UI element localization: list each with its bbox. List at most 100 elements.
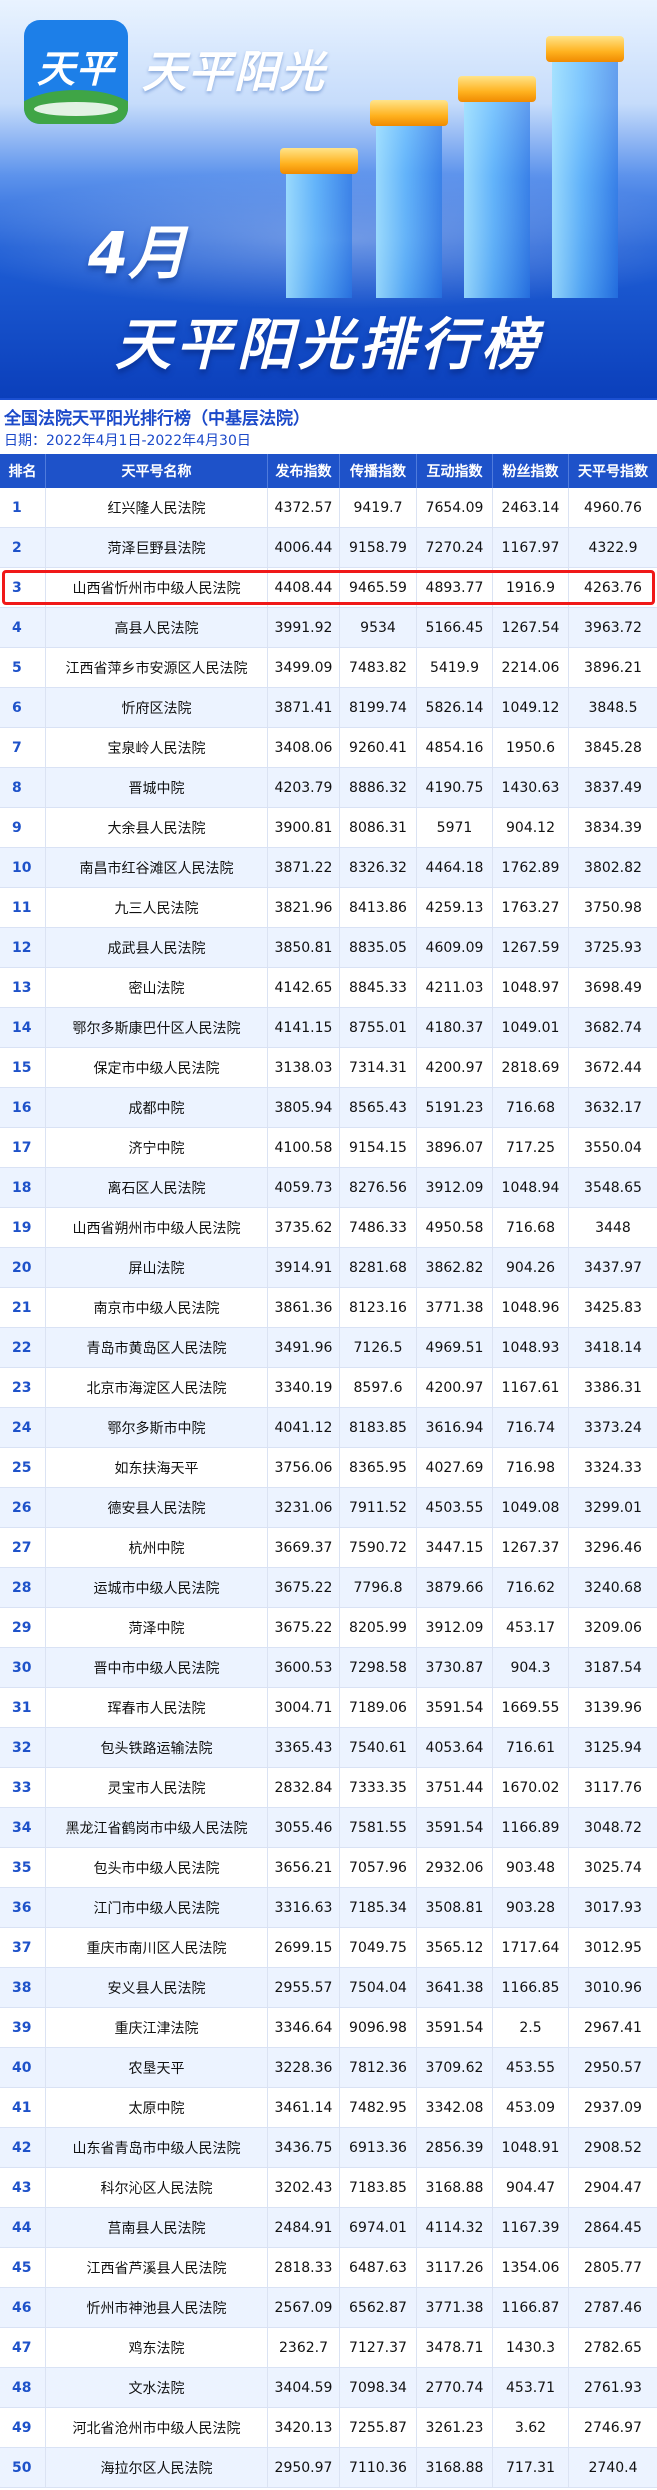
interact-cell: 3730.87 bbox=[417, 1648, 493, 1687]
col-interact: 互动指数 bbox=[417, 454, 493, 488]
rank-cell: 36 bbox=[0, 1888, 46, 1927]
spread-cell: 9260.41 bbox=[340, 728, 417, 767]
publish-cell: 3861.36 bbox=[268, 1288, 340, 1327]
fans-cell: 2463.14 bbox=[493, 488, 569, 527]
name-cell: 成武县人民法院 bbox=[46, 928, 268, 967]
fans-cell: 1049.08 bbox=[493, 1488, 569, 1527]
score-cell: 3187.54 bbox=[584, 1659, 642, 1676]
name-cell: 密山法院 bbox=[46, 968, 268, 1007]
fans-cell: 1167.39 bbox=[493, 2208, 569, 2247]
interact-cell: 5826.14 bbox=[417, 688, 493, 727]
rank-cell: 41 bbox=[0, 2088, 46, 2127]
fans-cell: 1354.06 bbox=[493, 2248, 569, 2287]
publish-cell: 4006.44 bbox=[268, 528, 340, 567]
spread-cell: 8183.85 bbox=[340, 1408, 417, 1447]
rank-cell: 28 bbox=[0, 1568, 46, 1607]
table-row: 9 大余县人民法院 3900.81 8086.31 5971 904.12 3834.39 bbox=[0, 808, 657, 848]
interact-cell: 4114.32 bbox=[417, 2208, 493, 2247]
score-cell: 3012.95 bbox=[584, 1939, 642, 1956]
name-cell: 包头铁路运输法院 bbox=[46, 1728, 268, 1767]
score-cell: 3386.31 bbox=[584, 1379, 642, 1396]
table-row: 44 莒南县人民法院 2484.91 6974.01 4114.32 1167.39 286… bbox=[0, 2208, 657, 2248]
fans-cell: 2818.69 bbox=[493, 1048, 569, 1087]
name-cell: 大余县人民法院 bbox=[46, 808, 268, 847]
name-cell: 山东省青岛市中级人民法院 bbox=[46, 2128, 268, 2167]
rank-cell: 14 bbox=[0, 1008, 46, 1047]
interact-cell: 5971 bbox=[417, 808, 493, 847]
fans-cell: 2.5 bbox=[493, 2008, 569, 2047]
score-cell: 3632.17 bbox=[584, 1099, 642, 1116]
ranking-title: 全国法院天平阳光排行榜（中基层法院） bbox=[4, 409, 310, 429]
publish-cell: 3491.96 bbox=[268, 1328, 340, 1367]
interact-cell: 3261.23 bbox=[417, 2408, 493, 2447]
interact-cell: 3591.54 bbox=[417, 1688, 493, 1727]
rank-cell: 46 bbox=[0, 2288, 46, 2327]
publish-cell: 4372.57 bbox=[268, 488, 340, 527]
table-row: 49 河北省沧州市中级人民法院 3420.13 7255.87 3261.23 3.62 2… bbox=[0, 2408, 657, 2448]
interact-cell: 3565.12 bbox=[417, 1928, 493, 1967]
spread-cell: 7581.55 bbox=[340, 1808, 417, 1847]
score-cell: 3750.98 bbox=[584, 899, 642, 916]
publish-cell: 3656.21 bbox=[268, 1848, 340, 1887]
name-cell: 德安县人民法院 bbox=[46, 1488, 268, 1527]
name-cell: 鸡东法院 bbox=[46, 2328, 268, 2367]
spread-cell: 8597.6 bbox=[340, 1368, 417, 1407]
score-cell: 3848.5 bbox=[588, 699, 638, 716]
spread-cell: 7314.31 bbox=[340, 1048, 417, 1087]
interact-cell: 4200.97 bbox=[417, 1048, 493, 1087]
publish-cell: 4408.44 bbox=[268, 568, 340, 607]
fans-cell: 1048.91 bbox=[493, 2128, 569, 2167]
score-cell: 2908.52 bbox=[584, 2139, 642, 2156]
fans-cell: 717.25 bbox=[493, 1128, 569, 1167]
spread-cell: 7540.61 bbox=[340, 1728, 417, 1767]
name-cell: 成都中院 bbox=[46, 1088, 268, 1127]
rank-cell: 9 bbox=[0, 808, 46, 847]
fans-cell: 1717.64 bbox=[493, 1928, 569, 1967]
interact-cell: 3751.44 bbox=[417, 1768, 493, 1807]
rank-cell: 19 bbox=[0, 1208, 46, 1247]
score-cell: 2904.47 bbox=[584, 2179, 642, 2196]
interact-cell: 3168.88 bbox=[417, 2448, 493, 2487]
score-cell: 3963.72 bbox=[584, 619, 642, 636]
fans-cell: 1669.55 bbox=[493, 1688, 569, 1727]
name-cell: 文水法院 bbox=[46, 2368, 268, 2407]
name-cell: 青岛市黄岛区人民法院 bbox=[46, 1328, 268, 1367]
name-cell: 南昌市红谷滩区人民法院 bbox=[46, 848, 268, 887]
score-cell: 2782.65 bbox=[584, 2339, 642, 2356]
rank-cell: 37 bbox=[0, 1928, 46, 1967]
bar-graphic-1 bbox=[280, 148, 358, 298]
spread-cell: 9096.98 bbox=[340, 2008, 417, 2047]
logo-text: 天平 bbox=[36, 47, 115, 91]
banner: 天平 天平阳光 4月 天平阳光排行榜 bbox=[0, 0, 657, 398]
name-cell: 北京市海淀区人民法院 bbox=[46, 1368, 268, 1407]
rank-cell: 39 bbox=[0, 2008, 46, 2047]
interact-cell: 3117.26 bbox=[417, 2248, 493, 2287]
interact-cell: 4950.58 bbox=[417, 1208, 493, 1247]
spread-cell: 6913.36 bbox=[340, 2128, 417, 2167]
table-row: 24 鄂尔多斯市中院 4041.12 8183.85 3616.94 716.74 3373… bbox=[0, 1408, 657, 1448]
score-cell: 3296.46 bbox=[584, 1539, 642, 1556]
score-cell: 3802.82 bbox=[584, 859, 642, 876]
name-cell: 灵宝市人民法院 bbox=[46, 1768, 268, 1807]
interact-cell: 3879.66 bbox=[417, 1568, 493, 1607]
score-cell: 3725.93 bbox=[584, 939, 642, 956]
interact-cell: 3771.38 bbox=[417, 2288, 493, 2327]
spread-cell: 7812.36 bbox=[340, 2048, 417, 2087]
score-cell: 3324.33 bbox=[584, 1459, 642, 1476]
brand-name: 天平阳光 bbox=[142, 47, 326, 98]
score-cell: 2740.4 bbox=[588, 2459, 638, 2476]
col-publish: 发布指数 bbox=[268, 454, 340, 488]
rank-cell: 4 bbox=[0, 608, 46, 647]
score-cell: 2746.97 bbox=[584, 2419, 642, 2436]
publish-cell: 3669.37 bbox=[268, 1528, 340, 1567]
name-cell: 晋中市中级人民法院 bbox=[46, 1648, 268, 1687]
banner-title: 天平阳光排行榜 bbox=[115, 313, 542, 378]
name-cell: 菏泽巨野县法院 bbox=[46, 528, 268, 567]
publish-cell: 3365.43 bbox=[268, 1728, 340, 1767]
score-cell: 2787.46 bbox=[584, 2299, 642, 2316]
score-cell: 3209.06 bbox=[584, 1619, 642, 1636]
rank-cell: 25 bbox=[0, 1448, 46, 1487]
name-cell: 包头市中级人民法院 bbox=[46, 1848, 268, 1887]
interact-cell: 3591.54 bbox=[417, 2008, 493, 2047]
table-row: 10 南昌市红谷滩区人民法院 3871.22 8326.32 4464.18 1762.8… bbox=[0, 848, 657, 888]
